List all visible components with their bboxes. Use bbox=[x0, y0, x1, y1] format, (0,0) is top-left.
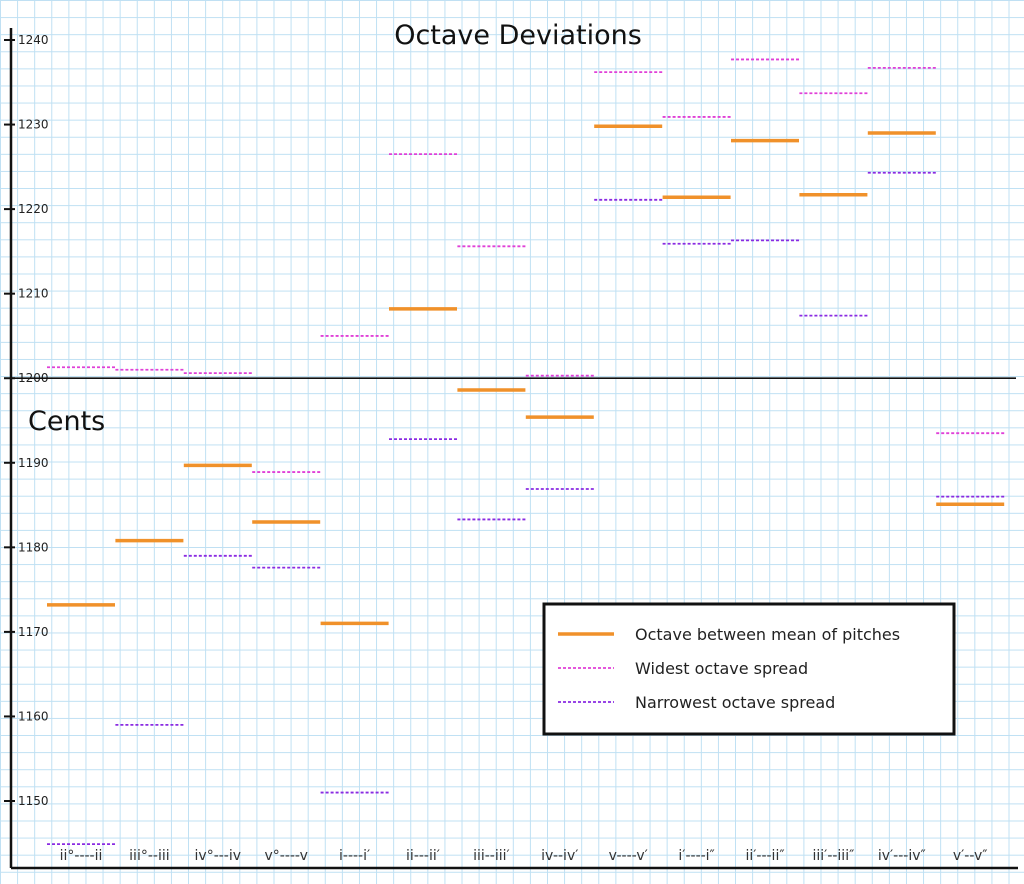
y-tick-label: 1160 bbox=[18, 709, 49, 723]
category-label: i′----i″ bbox=[678, 848, 714, 864]
category-label: iii′--iii″ bbox=[812, 848, 854, 864]
category-label: i----i′ bbox=[339, 848, 370, 864]
category-label: iii--iii′ bbox=[473, 848, 510, 864]
y-tick-label: 1190 bbox=[18, 456, 49, 470]
y-tick-label: 1230 bbox=[18, 118, 49, 132]
category-label: ii---ii′ bbox=[406, 848, 440, 864]
category-label: iii°--iii bbox=[129, 848, 169, 864]
chart-title: Octave Deviations bbox=[394, 20, 642, 51]
legend-label: Widest octave spread bbox=[635, 659, 808, 678]
y-tick-label: 1170 bbox=[18, 625, 49, 639]
category-label: iv′---iv″ bbox=[878, 848, 926, 864]
legend: Octave between mean of pitches Widest oct… bbox=[542, 602, 956, 736]
category-label: v----v′ bbox=[609, 848, 648, 864]
category-label: ii′---ii″ bbox=[745, 848, 784, 864]
category-labels: ii°----ii iii°--iii iv°---iv v°----v i----i′… bbox=[60, 848, 988, 864]
category-label: ii°----ii bbox=[60, 848, 103, 864]
y-axis-label: Cents bbox=[28, 406, 105, 437]
category-label: v°----v bbox=[264, 848, 307, 864]
y-tick-label: 1220 bbox=[18, 202, 49, 216]
chart-marks bbox=[47, 58, 1005, 846]
y-tick-label: 1150 bbox=[18, 794, 49, 808]
legend-label: Octave between mean of pitches bbox=[635, 625, 900, 644]
legend-box bbox=[542, 602, 956, 736]
y-tick-label: 1210 bbox=[18, 287, 49, 301]
y-tick-label: 1240 bbox=[18, 33, 49, 47]
category-label: iv--iv′ bbox=[541, 848, 578, 864]
legend-label: Narrowest octave spread bbox=[635, 693, 835, 712]
category-label: v′--v″ bbox=[953, 848, 988, 864]
category-label: iv°---iv bbox=[195, 848, 242, 864]
y-tick-label: 1180 bbox=[18, 540, 49, 554]
